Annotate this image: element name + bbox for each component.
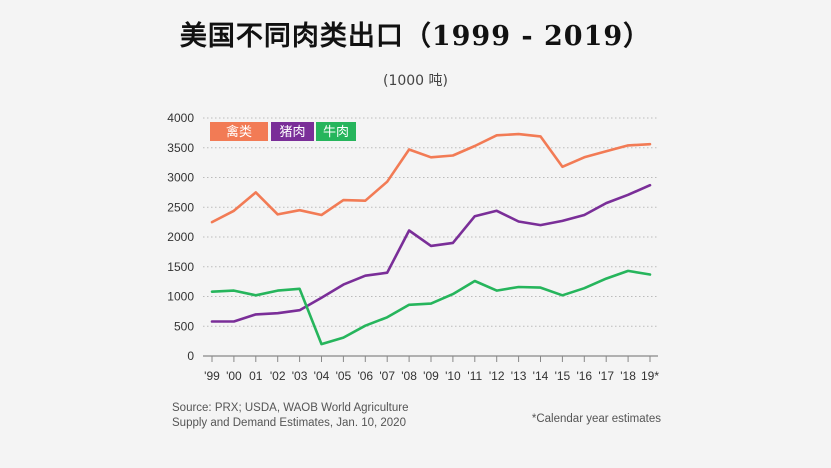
series-lines xyxy=(210,132,652,346)
x-tick-label: '03 xyxy=(292,369,308,383)
x-tick-label: '05 xyxy=(336,369,352,383)
y-axis: 0 500 1000 1500 2000 2500 3000 3500 4000 xyxy=(167,111,194,363)
x-tick-label: '12 xyxy=(489,369,505,383)
series-line-poultry xyxy=(210,132,652,224)
legend-label-beef: 牛肉 xyxy=(323,125,349,140)
x-tick-label: 19* xyxy=(641,369,659,383)
series-line-beef xyxy=(210,269,652,346)
x-tick-label: '02 xyxy=(270,369,286,383)
x-tick-label: '07 xyxy=(379,369,395,383)
x-tick-label: '16 xyxy=(576,369,592,383)
chart-title: 美国不同肉类出口（1999 - 2019） xyxy=(179,21,652,52)
legend-swatch-poultry xyxy=(210,122,268,141)
y-tick-label: 2500 xyxy=(167,200,194,214)
x-axis: '99 '00 01 '02 '03 '04 '05 '06 '07 '08 '09 '10 '11 '1… xyxy=(204,356,659,383)
y-tick-label: 1000 xyxy=(167,290,194,304)
x-tick-label: '09 xyxy=(423,369,439,383)
y-tick-label: 3500 xyxy=(167,141,194,155)
y-tick-label: 1500 xyxy=(167,260,194,274)
y-tick-label: 0 xyxy=(187,349,194,363)
x-tick-label: '13 xyxy=(511,369,527,383)
x-tick-label: '10 xyxy=(445,369,461,383)
legend: 禽类 猪肉 牛肉 xyxy=(210,122,356,141)
x-tick-label: '17 xyxy=(598,369,614,383)
x-tick-label: '00 xyxy=(226,369,242,383)
y-tick-label: 500 xyxy=(174,319,194,333)
source-note: Source: PRX; USDA, WAOB World Agricultur… xyxy=(172,402,409,429)
legend-swatch-beef xyxy=(316,122,356,141)
x-tick-label: '99 xyxy=(204,369,220,383)
y-tick-label: 4000 xyxy=(167,111,194,125)
x-tick-label: '15 xyxy=(555,369,571,383)
legend-label-pork: 猪肉 xyxy=(279,125,305,140)
y-tick-label: 3000 xyxy=(167,171,194,185)
legend-swatch-pork xyxy=(271,122,314,141)
x-tick-label: '04 xyxy=(314,369,330,383)
grid xyxy=(203,117,658,357)
footnote: *Calendar year estimates xyxy=(531,413,661,425)
x-tick-label: '11 xyxy=(467,369,482,383)
x-tick-label: '06 xyxy=(357,369,373,383)
x-tick-label: 01 xyxy=(249,369,263,383)
chart-subtitle: (1000 吨) xyxy=(382,73,448,89)
x-tick-label: '14 xyxy=(533,369,549,383)
legend-label-poultry: 禽类 xyxy=(226,124,252,140)
x-tick-label: '18 xyxy=(620,369,636,383)
y-tick-label: 2000 xyxy=(167,230,194,244)
series-line-pork xyxy=(210,183,652,323)
x-tick-label: '08 xyxy=(401,369,417,383)
